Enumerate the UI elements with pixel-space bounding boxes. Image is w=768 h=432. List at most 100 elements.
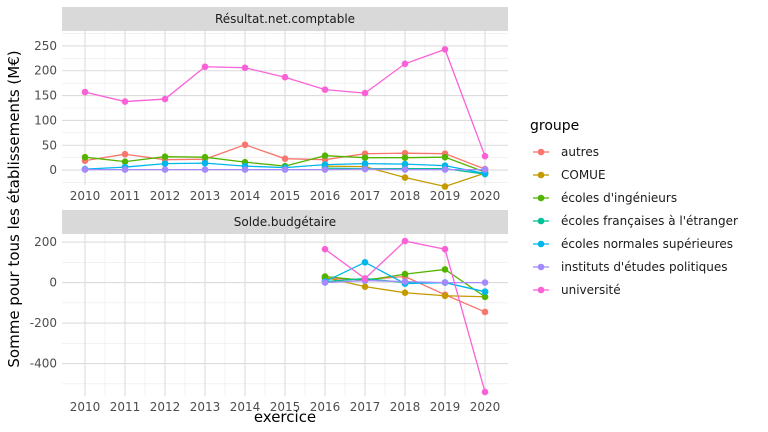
data-point [401,270,409,278]
legend-item: écoles normales supérieures [533,237,733,251]
y-tick-label: 150 [34,89,57,103]
y-tick-label: 200 [34,64,57,78]
legend-key-point [537,194,545,202]
data-point [321,279,329,286]
x-tick-label: 2012 [150,189,181,203]
facet-title: Résultat.net.comptable [215,12,355,26]
x-tick-label: 2011 [110,400,141,414]
data-point [161,153,169,160]
data-point [441,183,449,190]
legend-label: COMUE [561,168,606,182]
data-point [281,166,289,173]
legend-label: écoles françaises à l'étranger [561,214,738,228]
facet-strip [62,7,508,31]
data-point [441,279,449,286]
legend-key-point [537,171,545,179]
legend-key-point [537,263,545,271]
data-point [481,279,489,286]
x-tick-label: 2020 [470,400,501,414]
data-point [481,308,489,316]
data-point [121,150,129,158]
data-point [361,165,369,173]
data-point [361,154,369,161]
x-tick-label: 2014 [230,400,261,414]
data-point [441,46,449,53]
data-point [81,166,89,173]
series-universit- [321,237,489,396]
y-tick-label: -200 [30,316,57,330]
legend-item: autres [533,145,599,159]
data-point [481,288,489,296]
data-point [81,153,89,161]
legend-item: écoles françaises à l'étranger [533,214,738,228]
legend-key-point [537,217,545,225]
data-point [441,266,449,273]
y-tick-label: 0 [49,163,57,177]
data-point [161,95,169,103]
y-tick-label: 0 [49,276,57,290]
data-point [201,63,209,71]
facet-strip [62,210,508,234]
data-point [201,153,209,161]
data-point [321,273,329,280]
x-tick-label: 2012 [150,400,181,414]
legend-item: COMUE [533,168,606,182]
legend-label: écoles normales supérieures [561,237,733,251]
panels: Résultat.net.comptable 0 50 100 150 200 250 201… [30,7,508,414]
data-point [401,154,409,161]
data-point [401,60,409,68]
legend-key-point [537,240,545,248]
x-tick-label: 2018 [390,400,421,414]
x-tick-label: 2017 [350,400,381,414]
data-point [401,289,409,297]
data-point [281,73,289,81]
data-point [161,160,169,167]
data-point [321,161,329,168]
legend-label: écoles d'ingénieurs [561,191,677,205]
x-tick-label: 2019 [430,189,461,203]
series-instituts-d-tudes-politiques [81,165,489,173]
legend-label: université [561,283,621,297]
legend-key-point [537,286,545,294]
data-point [441,166,449,173]
legend-item: instituts d'études politiques [533,260,728,274]
x-tick-label: 2018 [390,189,421,203]
x-tick-label: 2011 [110,189,141,203]
legend-title: groupe [530,118,579,134]
x-tick-label: 2015 [270,400,301,414]
legend-item: université [533,283,621,297]
data-point [321,152,329,159]
data-point [401,174,409,181]
legend-key-point [537,148,545,156]
y-tick-label: 250 [34,39,57,53]
y-axis-title: Somme pour tous les établissements (M€) [5,50,23,367]
x-axis-title: exercice [254,408,316,426]
data-point [441,292,449,300]
data-point [361,275,369,282]
data-point [481,152,489,160]
y-tick-label: -400 [30,357,57,371]
x-tick-label: 2016 [310,189,341,203]
data-point [481,166,489,173]
data-point [441,245,449,253]
facet-title: Solde.budgétaire [234,215,336,229]
data-point [401,237,409,245]
x-tick-label: 2020 [470,189,501,203]
legend: groupe autres COMUE écoles d'ingénieurs éco… [530,118,738,297]
x-tick-label: 2010 [70,400,101,414]
data-point [121,166,129,173]
data-point [361,160,369,167]
data-point [321,245,329,253]
x-tick-label: 2019 [430,400,461,414]
panel-1: Résultat.net.comptable 0 50 100 150 200 250 201… [34,7,508,203]
x-tick-label: 2013 [190,400,221,414]
data-point [361,283,369,290]
y-tick-label: 200 [34,235,57,249]
data-point [121,158,129,165]
x-tick-label: 2014 [230,189,261,203]
data-point [161,166,169,173]
y-tick-label: 50 [42,138,57,152]
data-point [81,88,89,96]
data-point [481,388,489,396]
